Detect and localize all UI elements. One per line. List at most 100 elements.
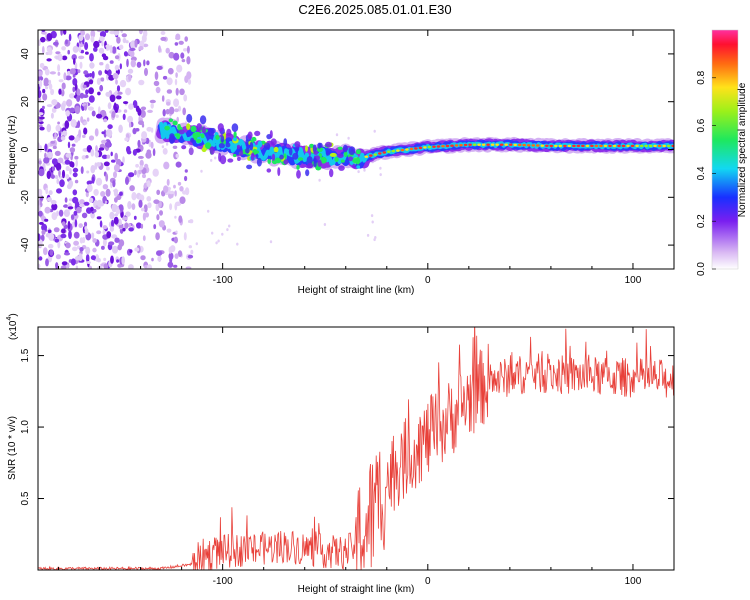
speckle-dot	[123, 109, 128, 113]
speckle-dot	[85, 191, 89, 198]
speckle-dot	[144, 67, 148, 77]
speckle-dot	[99, 62, 104, 66]
ridge-spread	[199, 115, 207, 125]
speckle-dot	[89, 53, 94, 62]
speckle-dot	[161, 95, 165, 102]
speckle-dot	[137, 139, 141, 148]
stray-dot	[217, 239, 220, 243]
speckle-dot	[72, 189, 78, 196]
speckle-dot	[101, 139, 107, 144]
speckle-dot	[138, 194, 145, 202]
ridge-peak	[499, 143, 504, 146]
ridge-spread	[263, 142, 271, 150]
speckle-dot	[38, 210, 43, 217]
spectrogram-ylabel: Frequency (Hz)	[7, 116, 18, 185]
speckle-dot	[73, 231, 80, 239]
colorbar-tick-label: 0.0	[696, 262, 707, 276]
speckle-dot	[146, 60, 150, 66]
speckle-dot	[100, 191, 106, 197]
speckle-dot	[136, 222, 142, 229]
speckle-dot	[96, 230, 102, 235]
speckle-dot	[168, 252, 174, 260]
speckle-dot	[63, 72, 67, 81]
ridge-peak	[373, 153, 378, 156]
speckle-dot	[86, 117, 90, 122]
speckle-dot	[38, 221, 44, 225]
speckle-dot	[114, 152, 118, 161]
speckle-dot	[101, 154, 108, 159]
ridge-spread	[237, 156, 241, 161]
speckle-dot	[146, 196, 152, 202]
speckle-dot	[48, 49, 53, 56]
ridge-spread	[226, 128, 232, 137]
ridge-blob	[205, 142, 212, 150]
ridge-spread	[181, 145, 187, 150]
ridge-spread	[196, 123, 202, 132]
speckle-dot	[146, 149, 152, 155]
speckle-dot	[45, 258, 49, 267]
speckle-dot	[114, 237, 120, 243]
speckle-dot	[122, 37, 127, 44]
speckle-dot	[39, 126, 45, 131]
ridge-peak	[495, 143, 500, 146]
speckle-dot	[95, 177, 103, 186]
speckle-dot	[79, 92, 85, 99]
speckle-dot	[133, 215, 137, 220]
speckle-dot	[78, 253, 83, 262]
ridge-peak	[504, 143, 509, 146]
speckle-dot	[65, 165, 70, 172]
speckle-dot	[92, 247, 97, 253]
ridge-peak	[418, 146, 423, 150]
speckle-dot	[102, 225, 108, 230]
speckle-dot	[82, 84, 87, 89]
speckle-dot	[142, 235, 146, 242]
speckle-dot	[69, 107, 76, 113]
ridge-peak	[391, 149, 396, 153]
speckle-dot	[125, 176, 129, 185]
speckle-dot	[113, 30, 120, 36]
speckle-dot	[101, 131, 106, 135]
speckle-dot	[43, 157, 50, 164]
speckle-dot	[138, 46, 144, 51]
speckle-dot	[106, 154, 111, 159]
svg-text:(x104): (x104)	[6, 313, 19, 340]
speckle-dot	[109, 44, 113, 54]
speckle-dot	[184, 175, 188, 182]
speckle-dot	[42, 93, 48, 101]
speckle-dot	[46, 151, 54, 159]
speckle-dot	[61, 221, 66, 227]
ridge-peak	[463, 143, 468, 147]
ridge-peak	[513, 143, 517, 147]
stray-dot	[215, 241, 218, 245]
speckle-dot	[102, 184, 109, 190]
speckle-dot	[174, 202, 178, 211]
speckle-dot	[74, 179, 79, 184]
stray-dot	[221, 232, 224, 236]
ridge-blob	[190, 125, 197, 133]
speckle-dot	[71, 54, 77, 61]
speckle-dot	[51, 203, 58, 211]
speckle-dot	[42, 46, 45, 54]
speckle-dot	[57, 64, 61, 72]
ridge-spread	[306, 162, 314, 169]
speckle-dot	[49, 71, 57, 75]
snr-panel: -100 0 100 0.5 1.0 1.5 Height of straight lin…	[6, 313, 675, 595]
speckle-dot	[65, 110, 70, 117]
speckle-dot	[145, 212, 149, 218]
snr-xtick-label: 100	[625, 576, 642, 587]
speckle-dot	[55, 51, 61, 55]
colorbar-tick-label: 0.4	[696, 166, 707, 180]
speckle-dot	[96, 216, 102, 220]
speckle-dot	[79, 247, 84, 252]
stray-dot	[347, 136, 350, 140]
speckle-dot	[95, 145, 98, 153]
speckle-dot	[78, 223, 83, 229]
speckle-dot	[156, 214, 160, 221]
speckle-dot	[94, 44, 98, 48]
speckle-dot	[122, 113, 126, 121]
ridge-peak	[621, 144, 626, 148]
speckle-dot	[153, 80, 160, 87]
speckle-dot	[103, 161, 110, 167]
snr-xtick-label: -100	[213, 576, 233, 587]
speckle-dot	[47, 229, 52, 234]
